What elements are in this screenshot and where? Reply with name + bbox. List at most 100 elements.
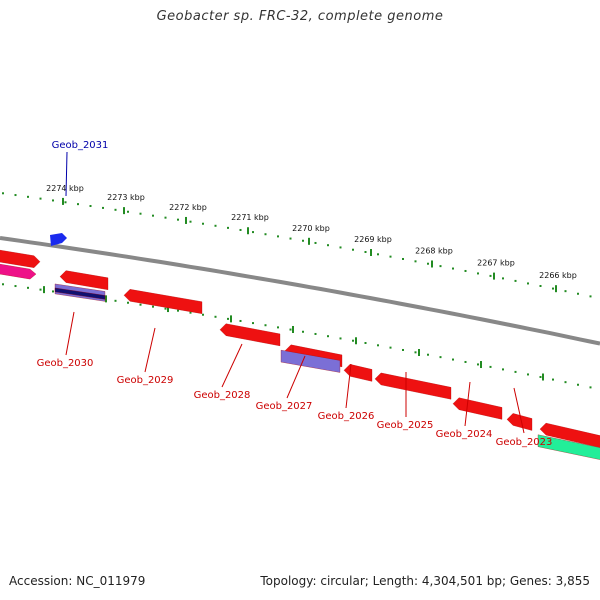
- ruler-dot: [389, 255, 392, 258]
- ruler-dot: [527, 373, 529, 376]
- ruler-dot: [577, 383, 579, 386]
- ruler-dot: [202, 313, 204, 316]
- ruler-major-tick: [542, 373, 544, 381]
- gene-label-geob-2031[interactable]: Geob_2031: [52, 140, 109, 151]
- ruler-dot: [177, 309, 179, 312]
- backbone-line: [0, 236, 600, 346]
- ruler-dot: [489, 365, 492, 368]
- teal-block[interactable]: [537, 434, 600, 461]
- ruler-major-tick: [370, 249, 372, 257]
- ruler-dot: [477, 272, 479, 275]
- ruler-dot: [164, 216, 167, 219]
- ruler-dot: [552, 378, 554, 381]
- ruler-dot: [127, 301, 129, 304]
- navy-block[interactable]: [54, 287, 106, 300]
- gene-block-2025[interactable]: [374, 372, 452, 400]
- gene-label-geob-2024[interactable]: Geob_2024: [436, 429, 493, 440]
- gene-block-2028[interactable]: [219, 323, 281, 347]
- ruler-dot: [152, 214, 154, 217]
- feature-track: [0, 233, 600, 461]
- gene-block-2023[interactable]: [506, 413, 533, 431]
- gene-leader-line: [286, 355, 306, 399]
- ruler-dot: [227, 317, 229, 320]
- ruler-major-tick: [167, 305, 169, 313]
- ruler-dot: [589, 386, 592, 389]
- ruler-dot: [427, 262, 429, 265]
- genome-backbone: [0, 236, 600, 346]
- ruler-dot: [339, 337, 342, 340]
- ruler-dot: [152, 305, 154, 308]
- ruler-dot: [402, 257, 404, 260]
- ruler-dot: [414, 351, 417, 354]
- topology-label: Topology: circular; Length: 4,304,501 bp…: [260, 574, 590, 588]
- ruler-dot: [564, 381, 567, 384]
- ruler-dot: [564, 290, 567, 293]
- ruler-dot: [439, 265, 442, 268]
- ruler-dot: [377, 253, 379, 256]
- ruler-major-tick: [493, 272, 495, 280]
- ruler-dot: [327, 335, 329, 338]
- accession-label: Accession: NC_011979: [9, 574, 146, 588]
- gene-block-right[interactable]: [539, 422, 600, 449]
- gene-block-left[interactable]: [0, 249, 41, 268]
- ruler-dot: [302, 330, 304, 333]
- kbp-labels: 2274 kbp 2273 kbp 2272 kbp 2271 kbp 2270 kbp…: [46, 184, 577, 280]
- magenta-block[interactable]: [0, 263, 37, 280]
- gene-label-geob-2030[interactable]: Geob_2030: [37, 358, 94, 369]
- rna-arrow-2031[interactable]: [50, 233, 67, 246]
- ruler-dot: [289, 237, 292, 240]
- ruler-dot: [402, 348, 404, 351]
- ruler-dot: [514, 370, 517, 373]
- kbp-label: 2269 kbp: [354, 235, 392, 244]
- gene-label-geob-2029[interactable]: Geob_2029: [117, 375, 174, 386]
- ruler-major-tick: [185, 216, 187, 224]
- ruler-dot: [214, 224, 217, 227]
- ruler-dot: [577, 292, 579, 295]
- kbp-label: 2274 kbp: [46, 184, 84, 193]
- ruler-dot: [52, 199, 54, 202]
- ruler-major-tick: [292, 325, 294, 333]
- ruler-dot: [364, 342, 367, 345]
- ruler-dot: [502, 368, 504, 371]
- gene-label-geob-2027[interactable]: Geob_2027: [256, 401, 313, 412]
- ruler-dot: [64, 201, 67, 204]
- ruler-dot: [27, 286, 29, 289]
- gene-block-2030[interactable]: [59, 270, 109, 290]
- ruler-dot: [589, 295, 592, 298]
- ruler-dot: [277, 326, 279, 329]
- ruler-dot: [452, 267, 454, 270]
- ruler-dot: [252, 322, 254, 325]
- ruler-dot: [14, 285, 17, 288]
- ruler-dot: [27, 195, 29, 198]
- gene-leader-line: [144, 327, 156, 373]
- gene-label-geob-2026[interactable]: Geob_2026: [318, 411, 375, 422]
- kbp-label: 2267 kbp: [477, 259, 515, 268]
- gene-label-geob-2025[interactable]: Geob_2025: [377, 420, 434, 431]
- ruler-dot: [164, 307, 167, 310]
- gene-block-2026[interactable]: [343, 364, 373, 382]
- outer-dotted-ruler: [2, 192, 592, 298]
- ruler-dot: [364, 251, 367, 254]
- kbp-label: 2272 kbp: [169, 203, 207, 212]
- gene-label-geob-2023[interactable]: Geob_2023: [496, 437, 553, 448]
- ruler-dot: [427, 353, 429, 356]
- gene-block-2029[interactable]: [123, 289, 203, 314]
- ruler-dot: [264, 233, 267, 236]
- ruler-dot: [314, 332, 317, 335]
- gene-block-2024[interactable]: [452, 397, 503, 420]
- gene-leader-line: [221, 343, 243, 388]
- ruler-dot: [227, 226, 229, 229]
- gene-label-geob-2028[interactable]: Geob_2028: [194, 390, 251, 401]
- ruler-dot: [464, 269, 467, 272]
- lavender-block[interactable]: [280, 349, 341, 373]
- ruler-dot: [539, 375, 542, 378]
- ruler-major-tick: [62, 197, 64, 205]
- ruler-dot: [389, 346, 392, 349]
- ruler-dot: [289, 328, 292, 331]
- kbp-label: 2271 kbp: [231, 213, 269, 222]
- gene-leader-line: [464, 381, 471, 427]
- map-title: Geobacter sp. FRC-32, complete genome: [156, 9, 444, 24]
- ruler-dot: [214, 315, 217, 318]
- gene-labels: Geob_2031 Geob_2030 Geob_2029 Geob_2028 Geob…: [37, 140, 553, 448]
